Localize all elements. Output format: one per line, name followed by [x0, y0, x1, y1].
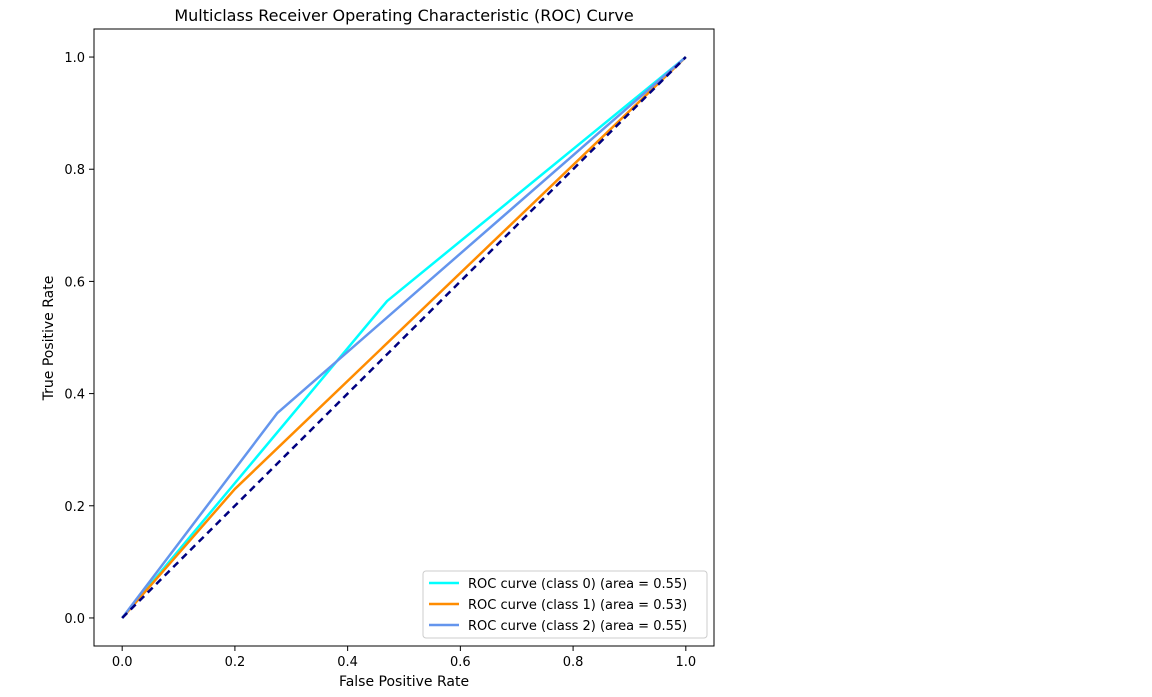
roc-curve-class-0: [121, 56, 687, 619]
y-tick-label: 1.0: [64, 51, 85, 66]
y-tick-label: 0.2: [64, 500, 85, 515]
y-tick-label: 0.0: [64, 612, 85, 627]
roc-curve-class-1: [121, 56, 687, 619]
legend: ROC curve (class 0) (area = 0.55) ROC cur…: [422, 570, 708, 639]
y-axis-ticks: 0.0 0.2 0.4 0.6 0.8 1.0: [64, 51, 94, 627]
y-tick-label: 0.6: [64, 275, 85, 290]
legend-label-class-2: ROC curve (class 2) (area = 0.55): [468, 619, 687, 634]
y-tick-label: 0.4: [64, 388, 85, 403]
x-tick-label: 0.4: [337, 655, 358, 670]
x-axis-ticks: 0.0 0.2 0.4 0.6 0.8 1.0: [112, 646, 696, 670]
x-tick-label: 0.0: [112, 655, 133, 670]
x-tick-label: 0.2: [225, 655, 246, 670]
legend-box: [422, 570, 708, 639]
plot-lines: [121, 56, 687, 619]
roc-curve-class-2: [121, 56, 687, 619]
x-axis-label: False Positive Rate: [339, 674, 469, 690]
y-axis-label: True Positive Rate: [41, 276, 57, 402]
x-tick-label: 0.6: [450, 655, 471, 670]
x-tick-label: 0.8: [563, 655, 584, 670]
y-tick-label: 0.8: [64, 163, 85, 178]
legend-label-class-0: ROC curve (class 0) (area = 0.55): [468, 577, 687, 592]
x-tick-label: 1.0: [675, 655, 696, 670]
legend-label-class-1: ROC curve (class 1) (area = 0.53): [468, 598, 687, 613]
axes-frame: [93, 28, 715, 647]
chance-reference-line: [121, 56, 687, 619]
chart-title: Multiclass Receiver Operating Characteri…: [174, 6, 633, 25]
